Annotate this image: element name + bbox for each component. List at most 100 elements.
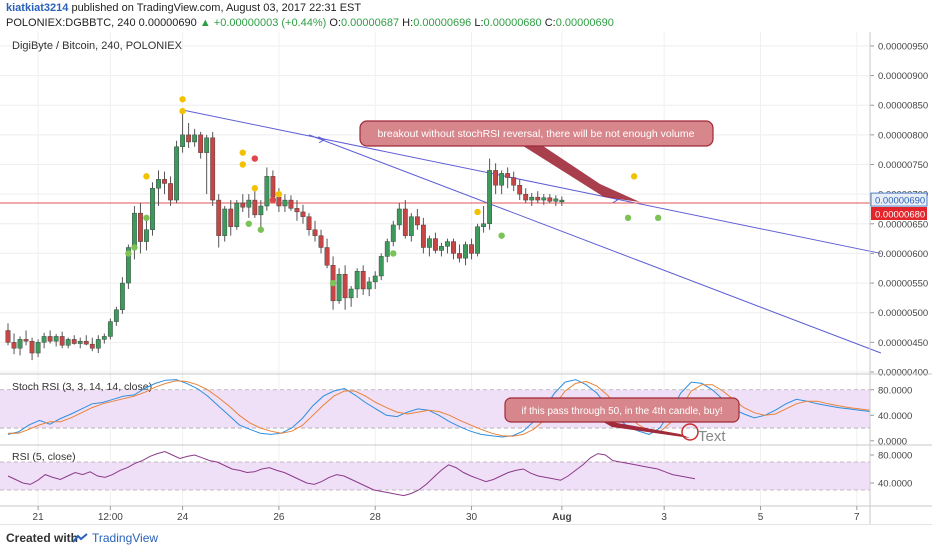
candle-down [138, 212, 143, 242]
candle-up [144, 229, 149, 242]
time-tick-label: 26 [273, 512, 285, 523]
breakout-callout[interactable]: breakout without stochRSI reversal, ther… [359, 120, 714, 202]
time-tick-label: 5 [758, 512, 764, 523]
candle-up [174, 146, 179, 201]
price-tick-label: 0.00000900 [878, 71, 928, 82]
price-label-current: 0.00000690 [875, 196, 925, 207]
price-tick-label: 0.00000950 [878, 41, 928, 52]
signal-dot-green [390, 250, 397, 257]
candle-up [378, 256, 384, 277]
signal-dot-yellow [239, 161, 246, 168]
low-label: L: [471, 17, 484, 29]
time-axis[interactable]: 21 12:00 24 26 28 30 Aug 3 5 7 [0, 505, 932, 523]
tradingview-brand[interactable]: TradingView [72, 531, 158, 545]
candle-up [390, 224, 396, 242]
tradingview-logo-icon [72, 533, 88, 543]
stoch-rsi-title: Stoch RSI (3, 3, 14, 14, close) [12, 381, 152, 393]
candle-up [553, 198, 559, 202]
symbol-line: POLONIEX:DGBBTC, 240 0.00000690 [6, 17, 200, 29]
price-tick-label: 0.00000450 [878, 338, 928, 349]
open-value: 0.00000687 [341, 17, 400, 29]
price-pane: DigiByte / Bitcoin, 240, POLONIEX breako… [0, 32, 928, 506]
rsi-title: RSI (5, close) [12, 451, 76, 463]
chart-canvas[interactable]: DigiByte / Bitcoin, 240, POLONIEX breako… [0, 32, 932, 524]
candle-down [457, 253, 462, 259]
price-tick-label: 0.00000850 [878, 101, 928, 112]
signal-dot-green [498, 232, 505, 239]
signal-dot-green [654, 214, 662, 222]
candle-up [204, 137, 210, 153]
trendline [182, 109, 882, 254]
candle-down [517, 185, 523, 195]
time-tick-label: Aug [552, 512, 571, 523]
price-tick-label: 0.00000750 [878, 160, 928, 171]
signal-dot-yellow [143, 173, 150, 180]
stoch-axis[interactable]: 0.0000 40.0000 80.0000 [870, 385, 912, 447]
candle-down [312, 229, 318, 236]
time-tick-label: 21 [33, 512, 45, 523]
candle-down [240, 202, 246, 208]
chart-area[interactable]: DigiByte / Bitcoin, 240, POLONIEX breako… [0, 32, 932, 524]
candle-up [396, 208, 402, 226]
trendline-arrow-icon [318, 136, 326, 144]
candle-up [113, 309, 119, 322]
time-tick-label: 12:00 [98, 512, 123, 523]
candle-up [107, 321, 113, 337]
candle-up [541, 197, 547, 201]
stoch-callout-pointer [600, 420, 690, 438]
candle-down [318, 235, 324, 248]
stoch-callout-text: if this pass through 50, in the 4th cand… [521, 406, 722, 417]
candle-down [414, 216, 420, 226]
signal-dot-green [245, 220, 252, 227]
candle-down [162, 179, 167, 184]
stoch-callout[interactable]: if this pass through 50, in the 4th cand… [504, 397, 740, 445]
signal-dot-yellow [179, 107, 186, 115]
signal-dot-green [329, 279, 337, 287]
signal-dot-green [131, 244, 138, 251]
rsi-pane: RSI (5, close) 40.0000 80.0000 [0, 444, 932, 497]
candle-up [445, 241, 450, 247]
candle-up [372, 275, 378, 283]
price-label-bg [870, 192, 928, 207]
price-tick-label: 0.00000550 [878, 279, 928, 290]
price-label-last: 0.00000680 [875, 210, 925, 221]
candle-down [324, 247, 330, 266]
candle-down [505, 173, 511, 178]
rsi-tick-label: 80.0000 [878, 451, 912, 462]
candle-up [234, 202, 240, 227]
signal-dot-yellow [630, 173, 638, 180]
candle-down [300, 211, 306, 217]
rsi-series-rsi [7, 450, 696, 497]
candle-up [77, 340, 83, 344]
candle-up [192, 134, 198, 143]
signal-dot-green [143, 214, 150, 222]
candle-up [481, 223, 486, 227]
price-label-bg [871, 207, 927, 220]
candle-up [264, 176, 270, 207]
price-tick-label: 0.00000600 [878, 249, 928, 260]
candle-up [427, 238, 432, 248]
price-tick-label: 0.00000500 [878, 308, 928, 319]
candle-down [276, 196, 282, 207]
publisher-name[interactable]: kiatkiat3214 [6, 2, 69, 14]
candle-down [228, 208, 234, 227]
signal-dot-red [251, 155, 259, 162]
candle-up [119, 282, 125, 310]
stoch-callout-box [504, 397, 740, 423]
rsi-axis[interactable]: 40.0000 80.0000 [870, 451, 912, 490]
time-tick-label: 24 [177, 512, 189, 523]
candle-up [475, 226, 480, 254]
high-label: H: [399, 17, 414, 29]
candle-up [354, 271, 360, 290]
candle-up [17, 339, 23, 349]
candle-down [71, 339, 77, 344]
trendlines[interactable] [182, 109, 882, 354]
candle-down [433, 238, 438, 251]
signal-dot-yellow [275, 190, 283, 198]
candle-up [95, 339, 101, 349]
candle-down [535, 196, 541, 201]
price-tick-label: 0.00000400 [878, 368, 928, 379]
signal-dot-green [125, 250, 132, 257]
candle-up [499, 173, 505, 186]
rsi-lines [7, 450, 696, 497]
